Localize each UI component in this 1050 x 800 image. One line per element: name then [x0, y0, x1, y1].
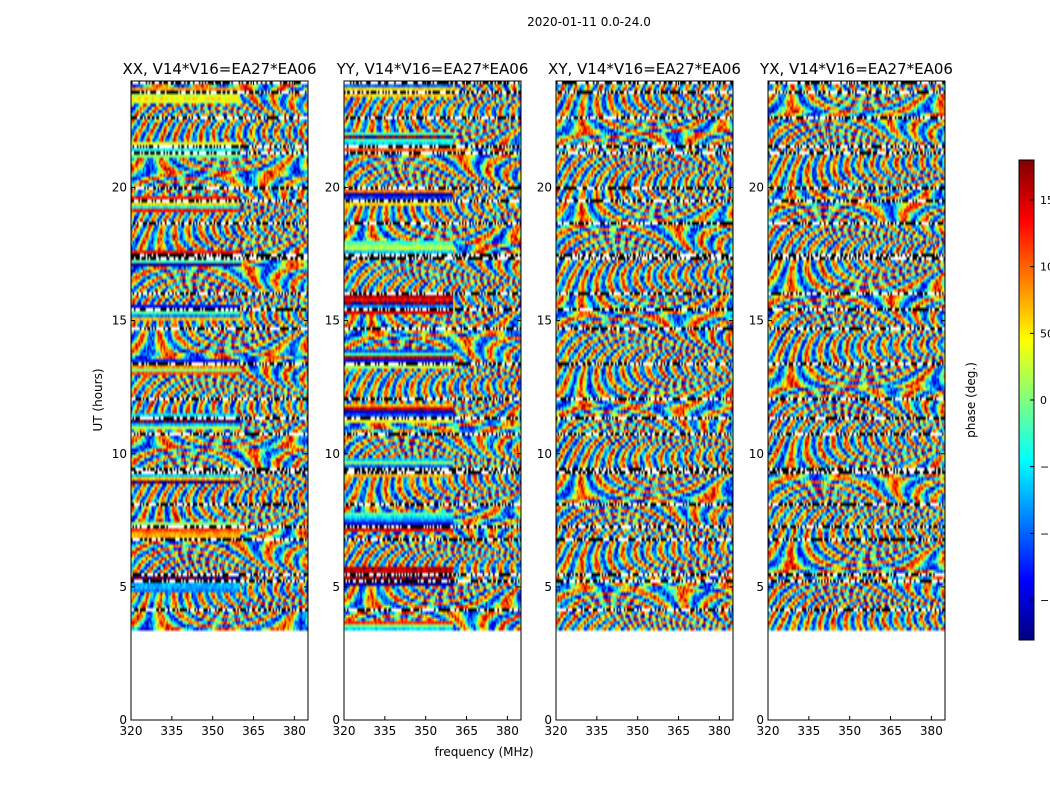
- x-tick-label-1-365: 365: [242, 724, 265, 738]
- colorbar-tick-label-100: 100: [1040, 261, 1050, 274]
- x-tick-label-1-380: 380: [283, 724, 306, 738]
- colorbar-tick-label-0: 0: [1040, 394, 1047, 407]
- colorbar-ticks: −150 −100 −50 0 50 100 150: [1030, 194, 1050, 607]
- axes-frame-1: [130, 80, 309, 721]
- axes-frame-3: [555, 80, 734, 721]
- y-tick-label-1-5: 5: [119, 580, 127, 594]
- y-tick-label-1-20: 20: [112, 181, 127, 195]
- x-tick-label-2-365: 365: [455, 724, 478, 738]
- colorbar-label: phase (deg.): [964, 362, 978, 438]
- y-tick-label-1-0: 0: [119, 713, 127, 727]
- x-tick-label-2-320: 320: [333, 724, 356, 738]
- x-tick-label-1-350: 350: [201, 724, 224, 738]
- y-tick-label-1-10: 10: [112, 447, 127, 461]
- x-tick-label-4-320: 320: [757, 724, 780, 738]
- x-tick-label-4-365: 365: [879, 724, 902, 738]
- panel-title-2: YY, V14*V16=EA27*EA06: [336, 60, 529, 78]
- y-tick-label-3-20: 20: [537, 181, 552, 195]
- panels: XX, V14*V16=EA27*EA06 320 335 350 365 380 0 5 10…: [112, 60, 953, 738]
- panel-3: XY, V14*V16=EA27*EA06 320 335 350 365 380 0 5 10…: [537, 60, 741, 738]
- y-tick-label-4-15: 15: [749, 314, 764, 328]
- y-tick-label-2-15: 15: [325, 314, 340, 328]
- x-tick-label-1-335: 335: [160, 724, 183, 738]
- x-tick-label-1-320: 320: [120, 724, 143, 738]
- y-tick-label-3-15: 15: [537, 314, 552, 328]
- y-tick-label-4-10: 10: [749, 447, 764, 461]
- y-tick-label-2-5: 5: [332, 580, 340, 594]
- x-tick-label-2-350: 350: [414, 724, 437, 738]
- colorbar-tick-label-150: 150: [1040, 194, 1050, 207]
- panel-4: YX, V14*V16=EA27*EA06 320 335 350 365 380 0 5 10…: [749, 60, 953, 738]
- x-tick-label-3-365: 365: [667, 724, 690, 738]
- y-tick-label-4-5: 5: [756, 580, 764, 594]
- heatmap-image-4: [768, 81, 945, 720]
- y-tick-label-4-0: 0: [756, 713, 764, 727]
- heatmap-image-3: [556, 81, 733, 720]
- colorbar-tick-label--50: −50: [1040, 461, 1050, 474]
- colorbar: −150 −100 −50 0 50 100 150 phase (deg.): [964, 159, 1050, 641]
- y-tick-label-1-15: 15: [112, 314, 127, 328]
- x-tick-label-3-350: 350: [626, 724, 649, 738]
- x-tick-label-3-335: 335: [585, 724, 608, 738]
- y-tick-label-3-10: 10: [537, 447, 552, 461]
- axes-frame-4: [767, 80, 946, 721]
- x-tick-label-4-335: 335: [797, 724, 820, 738]
- x-tick-label-2-335: 335: [373, 724, 396, 738]
- colorbar-tick-label-50: 50: [1040, 327, 1050, 340]
- heatmap-image-1: [131, 81, 308, 720]
- y-tick-label-3-0: 0: [544, 713, 552, 727]
- panel-title-4: YX, V14*V16=EA27*EA06: [759, 60, 953, 78]
- y-tick-label-2-0: 0: [332, 713, 340, 727]
- colorbar-tick-label--150: −150: [1040, 594, 1050, 607]
- y-tick-label-2-20: 20: [325, 181, 340, 195]
- figure-suptitle: 2020-01-11 0.0-24.0: [527, 15, 651, 29]
- y-axis-label: UT (hours): [91, 368, 105, 431]
- colorbar-tick-label--100: −100: [1040, 527, 1050, 540]
- x-tick-label-2-380: 380: [496, 724, 519, 738]
- panel-title-3: XY, V14*V16=EA27*EA06: [548, 60, 741, 78]
- panel-2: YY, V14*V16=EA27*EA06 320 335 350 365 380 0 5 10…: [325, 60, 529, 738]
- heatmap-image-2: [344, 81, 521, 720]
- y-tick-label-2-10: 10: [325, 447, 340, 461]
- y-tick-label-3-5: 5: [544, 580, 552, 594]
- x-axis-label: frequency (MHz): [434, 745, 533, 759]
- axes-frame-2: [343, 80, 522, 721]
- y-tick-label-4-20: 20: [749, 181, 764, 195]
- x-tick-label-3-380: 380: [708, 724, 731, 738]
- x-tick-label-4-380: 380: [920, 724, 943, 738]
- x-tick-label-4-350: 350: [838, 724, 861, 738]
- panel-title-1: XX, V14*V16=EA27*EA06: [122, 60, 316, 78]
- x-tick-label-3-320: 320: [545, 724, 568, 738]
- panel-1: XX, V14*V16=EA27*EA06 320 335 350 365 380 0 5 10…: [112, 60, 317, 738]
